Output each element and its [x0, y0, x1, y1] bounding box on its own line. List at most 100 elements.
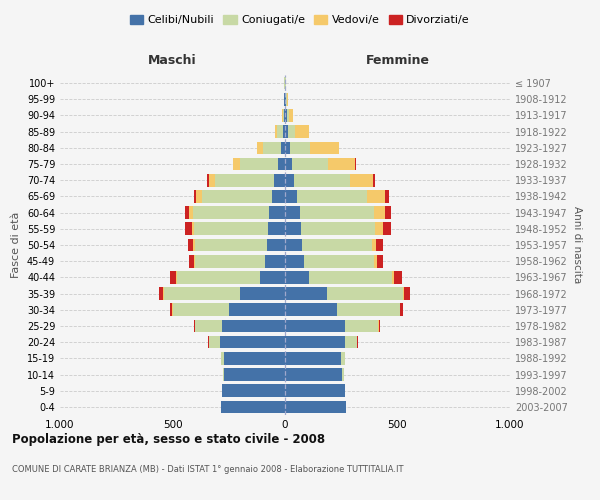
Bar — [308, 271, 392, 283]
Bar — [194, 255, 195, 268]
Bar — [185, 206, 190, 219]
Bar — [283, 126, 285, 138]
Bar — [176, 271, 177, 283]
Bar — [375, 222, 383, 235]
Bar — [269, 206, 285, 219]
Bar — [265, 255, 285, 268]
Bar — [222, 320, 285, 332]
Text: Femmine: Femmine — [365, 54, 430, 68]
Bar — [285, 222, 301, 235]
Bar — [285, 288, 326, 300]
Bar — [285, 255, 304, 268]
Bar — [284, 109, 285, 122]
Bar — [328, 158, 355, 170]
Bar — [344, 336, 357, 348]
Bar — [298, 190, 367, 202]
Bar — [193, 206, 269, 219]
Bar — [285, 109, 287, 122]
Bar — [285, 206, 299, 219]
Bar — [299, 206, 374, 219]
Y-axis label: Anni di nascita: Anni di nascita — [572, 206, 581, 284]
Bar — [285, 271, 308, 283]
Bar — [285, 93, 286, 106]
Bar — [394, 271, 402, 283]
Bar — [209, 174, 215, 186]
Bar — [229, 304, 285, 316]
Bar — [260, 271, 285, 283]
Bar — [193, 238, 195, 252]
Bar — [385, 206, 391, 219]
Bar — [177, 271, 260, 283]
Bar — [163, 288, 240, 300]
Bar — [257, 142, 263, 154]
Bar — [190, 206, 193, 219]
Bar — [377, 255, 383, 268]
Bar — [374, 255, 377, 268]
Bar — [385, 190, 389, 202]
Bar — [285, 352, 341, 364]
Bar — [277, 126, 283, 138]
Bar — [285, 174, 294, 186]
Bar — [285, 336, 344, 348]
Bar — [202, 190, 271, 202]
Bar — [195, 320, 222, 332]
Bar — [240, 288, 285, 300]
Bar — [400, 304, 403, 316]
Text: COMUNE DI CARATE BRIANZA (MB) - Dati ISTAT 1° gennaio 2008 - Elaborazione TUTTIT: COMUNE DI CARATE BRIANZA (MB) - Dati IST… — [12, 466, 404, 474]
Bar — [289, 126, 295, 138]
Bar — [194, 320, 195, 332]
Bar — [286, 93, 287, 106]
Bar — [367, 190, 385, 202]
Bar — [173, 304, 229, 316]
Bar — [278, 158, 285, 170]
Bar — [285, 126, 289, 138]
Bar — [310, 142, 339, 154]
Bar — [285, 158, 292, 170]
Bar — [290, 142, 310, 154]
Bar — [194, 190, 196, 202]
Bar — [344, 320, 379, 332]
Bar — [403, 288, 404, 300]
Bar — [220, 336, 285, 348]
Bar — [221, 400, 285, 413]
Bar — [224, 352, 285, 364]
Bar — [292, 158, 328, 170]
Bar — [392, 271, 394, 283]
Bar — [222, 384, 285, 397]
Bar — [170, 271, 176, 283]
Legend: Celibi/Nubili, Coniugati/e, Vedovi/e, Divorziati/e: Celibi/Nubili, Coniugati/e, Vedovi/e, Di… — [125, 10, 475, 30]
Bar — [285, 368, 343, 381]
Bar — [285, 384, 344, 397]
Bar — [301, 222, 375, 235]
Bar — [170, 304, 172, 316]
Bar — [263, 142, 281, 154]
Bar — [185, 222, 191, 235]
Bar — [337, 304, 400, 316]
Bar — [209, 336, 220, 348]
Bar — [223, 368, 224, 381]
Bar — [295, 126, 308, 138]
Bar — [302, 238, 371, 252]
Bar — [188, 238, 193, 252]
Bar — [191, 222, 194, 235]
Bar — [285, 400, 346, 413]
Bar — [404, 288, 410, 300]
Bar — [208, 174, 209, 186]
Bar — [196, 190, 202, 202]
Bar — [281, 142, 285, 154]
Bar — [285, 238, 302, 252]
Bar — [221, 352, 224, 364]
Text: Maschi: Maschi — [148, 54, 197, 68]
Bar — [289, 109, 293, 122]
Bar — [285, 142, 290, 154]
Bar — [194, 222, 268, 235]
Bar — [374, 206, 385, 219]
Bar — [294, 174, 350, 186]
Bar — [287, 93, 288, 106]
Bar — [284, 93, 285, 106]
Bar — [376, 238, 383, 252]
Bar — [373, 174, 375, 186]
Bar — [283, 109, 284, 122]
Bar — [233, 158, 240, 170]
Bar — [285, 304, 337, 316]
